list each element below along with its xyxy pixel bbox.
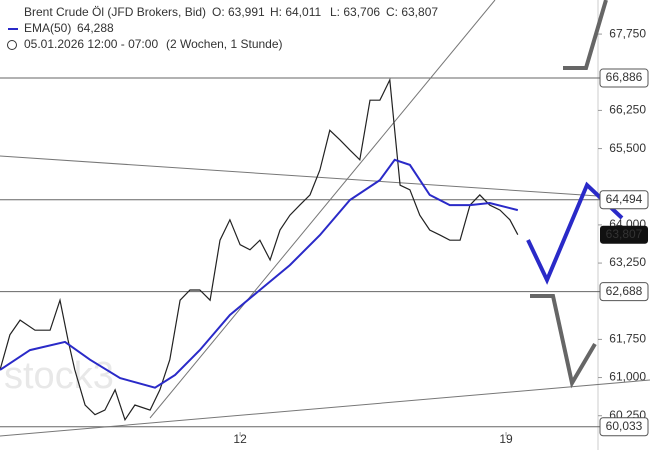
- series-line: [0, 158, 519, 389]
- layer: 66,886 64,494 62,688 60,033 63,807: [0, 68, 649, 437]
- x-tick-label: 19: [499, 432, 513, 446]
- x-tick-label: 12: [233, 432, 247, 446]
- last-price-label: 63,807: [606, 227, 643, 241]
- level-box: [599, 282, 649, 302]
- level-label: 60,033: [606, 419, 643, 433]
- level-label: 64,494: [606, 192, 643, 206]
- forecast-arrow: [563, 0, 608, 70]
- legend-value: 64,288: [77, 21, 114, 35]
- watermark: stock3: [4, 355, 114, 397]
- legend-label: EMA(50): [24, 21, 71, 35]
- clock-icon: [7, 40, 17, 50]
- trend-line: [0, 379, 650, 437]
- ohlc: O: 63,991: [212, 5, 265, 19]
- ohlc: H: 64,011: [270, 5, 321, 19]
- y-tick-label: 61,000: [609, 370, 646, 384]
- trend-line: [149, 0, 496, 419]
- date-range: 05.01.2026 12:00 - 07:00: [24, 37, 158, 51]
- y-tick-label: 66,250: [609, 103, 646, 117]
- period: (2 Wochen, 1 Stunde): [166, 37, 283, 51]
- series-line: [0, 77, 519, 422]
- last-price-box: [600, 225, 648, 244]
- level-box: [599, 417, 649, 437]
- level-label: 62,688: [606, 284, 643, 298]
- trend-line: [0, 155, 599, 197]
- y-tick-label: 61,750: [609, 332, 646, 346]
- level-box: [599, 68, 649, 88]
- instrument: Brent Crude Öl (JFD Brokers, Bid): [24, 5, 206, 19]
- level-box: [599, 190, 649, 210]
- y-tick-label: 63,250: [609, 255, 646, 269]
- level-label: 66,886: [606, 70, 643, 84]
- y-tick-label: 67,750: [609, 26, 646, 40]
- forecast-arrow: [530, 294, 597, 389]
- ohlc: L: 63,706: [330, 5, 380, 19]
- ohlc: C: 63,807: [386, 5, 438, 19]
- y-tick-label: 65,500: [609, 141, 646, 155]
